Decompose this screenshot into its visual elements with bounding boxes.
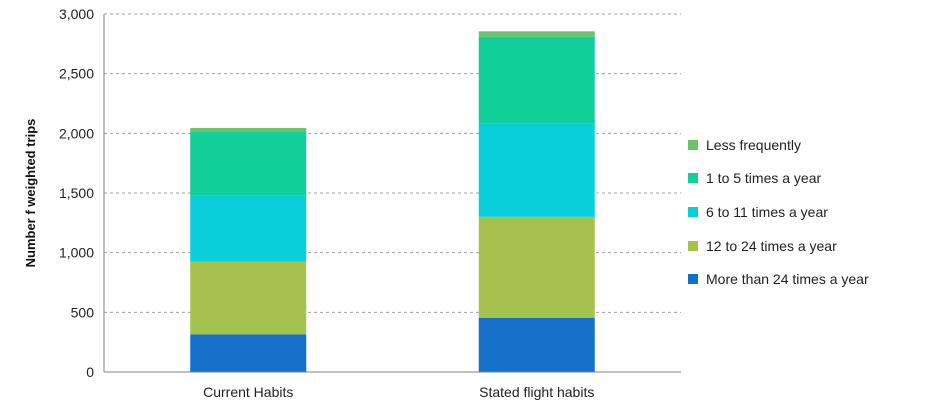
legend-label: 12 to 24 times a year <box>706 237 837 254</box>
bar-segment <box>478 36 595 124</box>
y-tick-label: 3,000 <box>59 6 94 22</box>
bar-segment <box>478 216 595 318</box>
y-tick-label: 2,500 <box>59 66 94 82</box>
legend-swatch <box>688 173 698 184</box>
y-tick-label: 500 <box>71 304 95 320</box>
bar-segment <box>190 195 307 262</box>
y-tick-label: 1,500 <box>59 185 94 201</box>
legend-item: Less frequently <box>688 128 869 162</box>
y-tick-label: 1,000 <box>59 245 94 261</box>
x-category-label: Current Habits <box>203 384 293 400</box>
x-category-label: Stated flight habits <box>479 384 594 400</box>
legend-item: 12 to 24 times a year <box>688 229 869 263</box>
bar-segment <box>190 131 307 196</box>
legend-swatch <box>688 274 698 285</box>
bar-segment <box>190 127 307 132</box>
bar-segment <box>190 334 307 372</box>
legend-swatch <box>688 206 698 217</box>
legend-item: 1 to 5 times a year <box>688 162 869 196</box>
bar-segment <box>478 31 595 37</box>
y-tick-label: 2,000 <box>59 125 94 141</box>
y-tick-label: 0 <box>86 364 94 380</box>
bar-segment <box>190 261 307 335</box>
bar-segment <box>478 317 595 372</box>
legend-label: 6 to 11 times a year <box>706 203 828 220</box>
legend-label: More than 24 times a year <box>706 271 869 288</box>
legend-swatch <box>688 139 698 150</box>
legend-item: More than 24 times a year <box>688 262 869 296</box>
bars <box>190 31 595 372</box>
legend-item: 6 to 11 times a year <box>688 195 869 229</box>
y-axis-label: Number f weighted trips <box>23 119 38 268</box>
legend-swatch <box>688 240 698 251</box>
legend-label: 1 to 5 times a year <box>706 170 822 187</box>
legend-label: Less frequently <box>706 136 801 153</box>
axes: 0 500 1,000 1,500 2,000 2,500 3,000 Current Hab… <box>59 6 681 400</box>
bar-segment <box>478 123 595 217</box>
legend: Less frequently 1 to 5 times a year 6 to 1… <box>688 128 869 296</box>
